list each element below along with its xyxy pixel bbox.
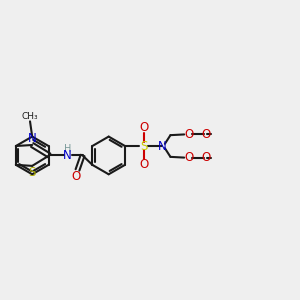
Text: O: O [139,158,148,171]
Text: N: N [158,140,166,152]
Text: N: N [28,132,37,145]
Text: O: O [201,128,211,141]
Text: N: N [63,149,72,162]
Text: O: O [184,128,193,141]
Text: O: O [184,151,193,164]
Text: H: H [64,144,71,154]
Text: O: O [72,169,81,183]
Text: S: S [140,140,148,152]
Text: CH₃: CH₃ [22,112,38,121]
Text: O: O [201,151,211,164]
Text: O: O [139,121,148,134]
Text: S: S [28,166,35,179]
